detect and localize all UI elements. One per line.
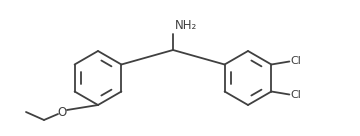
Text: Cl: Cl (291, 89, 301, 100)
Text: NH₂: NH₂ (175, 19, 197, 32)
Text: Cl: Cl (291, 56, 301, 67)
Text: O: O (57, 106, 67, 118)
